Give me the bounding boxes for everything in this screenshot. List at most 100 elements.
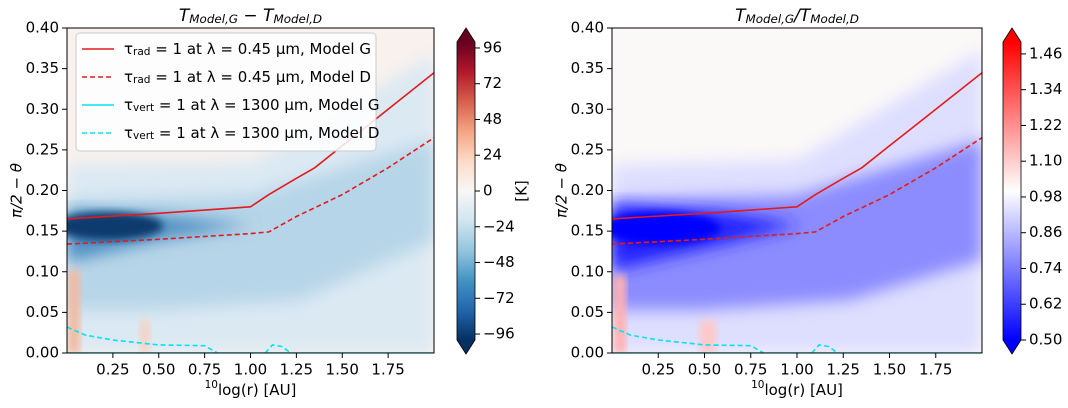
colorbar — [457, 42, 475, 340]
legend-label-part: = 1 at λ = 0.45 μm, Model D — [150, 68, 370, 86]
legend-label-part: τ — [124, 96, 133, 114]
x-tick-label: 0.25 — [96, 361, 129, 379]
chart-title-part: Model,D — [273, 12, 322, 26]
chart-title-part: T — [179, 6, 191, 26]
colorbar-tick-label: 0 — [483, 182, 493, 200]
chart-title-part: − T — [238, 6, 275, 26]
colorbar-extend — [457, 28, 475, 42]
legend-box — [75, 32, 377, 152]
x-tick-label: 0.75 — [188, 361, 221, 379]
legend-label: τrad = 1 at λ = 0.45 μm, Model G — [124, 40, 371, 58]
colorbar-frame — [1002, 27, 1022, 355]
colorbar-tick-label: 0.86 — [1029, 223, 1062, 241]
series-line — [612, 326, 839, 353]
x-axis-label-part: log(r) [AU] — [764, 381, 842, 399]
chart-title-part: T — [735, 6, 747, 26]
colorbar-tick-label: −96 — [483, 325, 515, 343]
legend-label: τrad = 1 at λ = 0.45 μm, Model D — [124, 68, 371, 86]
series-line — [67, 137, 434, 245]
y-tick-label: 0.05 — [571, 303, 604, 321]
legend-label: τvert = 1 at λ = 1300 μm, Model G — [124, 96, 379, 114]
chart-title-part: Model,G — [745, 12, 794, 26]
colorbar-tick-label: 0.62 — [1029, 295, 1062, 313]
x-tick-label: 0.25 — [642, 361, 675, 379]
contour-field — [612, 28, 982, 353]
legend-label-part: rad — [133, 74, 150, 86]
colorbar-tick-label: 96 — [483, 38, 502, 56]
y-tick-label: 0.00 — [571, 344, 604, 362]
colorbar-tick-label: 1.10 — [1029, 152, 1062, 170]
x-axis-label-part: 10 — [751, 379, 764, 391]
colorbar-tick-label: −48 — [483, 253, 515, 271]
colorbar-tick-label: 1.22 — [1029, 116, 1062, 134]
y-tick-label: 0.20 — [571, 181, 604, 199]
y-tick-label: 0.20 — [26, 181, 59, 199]
x-tick-label: 1.25 — [280, 361, 313, 379]
y-tick-label: 0.40 — [571, 19, 604, 37]
x-tick-label: 0.75 — [734, 361, 767, 379]
legend-label-part: τ — [124, 40, 133, 58]
y-axis-label: π/2 − θ — [8, 163, 26, 218]
y-axis-label: π/2 − θ — [553, 163, 571, 218]
legend-label-part: τ — [124, 124, 133, 142]
y-tick-label: 0.10 — [26, 262, 59, 280]
colorbar-tick-label: 0.74 — [1029, 259, 1062, 277]
x-tick-label: 1.50 — [873, 361, 906, 379]
legend-label-part: vert — [133, 130, 154, 142]
colorbar-frame — [456, 27, 476, 355]
y-tick-label: 0.35 — [26, 59, 59, 77]
colorbar-tick-label: −24 — [483, 217, 515, 235]
y-tick-label: 0.10 — [571, 262, 604, 280]
y-tick-label: 0.35 — [571, 59, 604, 77]
colorbar-tick-label: 72 — [483, 74, 502, 92]
series-line — [67, 326, 292, 353]
x-axis-label-part: 10 — [205, 379, 218, 391]
y-tick-label: 0.30 — [26, 100, 59, 118]
colorbar-extend — [457, 340, 475, 354]
chart-title: TModel,G/TModel,D — [735, 6, 859, 26]
colorbar-tick-label: 48 — [483, 110, 502, 128]
legend-label: τvert = 1 at λ = 1300 μm, Model D — [124, 124, 379, 142]
legend-label-part: = 1 at λ = 1300 μm, Model D — [154, 124, 379, 142]
chart-title-part: /T — [792, 6, 812, 26]
colorbar-extend — [1003, 340, 1021, 354]
x-tick-label: 1.50 — [326, 361, 359, 379]
chart-title-part: Model,D — [810, 12, 859, 26]
x-tick-label: 1.00 — [234, 361, 267, 379]
y-tick-label: 0.40 — [26, 19, 59, 37]
colorbar-tick-label: 0.98 — [1029, 187, 1062, 205]
x-axis-label: 10log(r) [AU] — [751, 379, 843, 398]
colorbar-label: [K] — [513, 180, 531, 202]
y-tick-label: 0.00 — [26, 344, 59, 362]
legend-label-part: vert — [133, 102, 154, 114]
x-tick-label: 1.75 — [371, 361, 404, 379]
colorbar — [1003, 42, 1021, 340]
legend-label-part: τ — [124, 68, 133, 86]
colorbar-tick-label: 24 — [483, 146, 502, 164]
colorbar-tick-label: 1.34 — [1029, 80, 1062, 98]
colorbar-tick-label: 1.46 — [1029, 44, 1062, 62]
legend-label-part: = 1 at λ = 1300 μm, Model G — [154, 96, 379, 114]
x-tick-label: 1.75 — [919, 361, 952, 379]
x-tick-label: 1.25 — [827, 361, 860, 379]
colorbar-tick-label: −72 — [483, 289, 515, 307]
chart-title-part: Model,G — [189, 12, 238, 26]
y-tick-label: 0.25 — [571, 140, 604, 158]
x-tick-label: 0.50 — [142, 361, 175, 379]
chart-title: TModel,G − TModel,D — [179, 6, 322, 26]
y-tick-label: 0.15 — [26, 222, 59, 240]
y-tick-label: 0.05 — [26, 303, 59, 321]
colorbar-extend — [1003, 28, 1021, 42]
series-line — [612, 137, 982, 245]
colorbar-tick-label: 0.50 — [1029, 331, 1062, 349]
series-line — [612, 72, 982, 220]
x-axis-label: 10log(r) [AU] — [205, 379, 297, 398]
y-tick-label: 0.25 — [26, 140, 59, 158]
x-tick-label: 0.50 — [688, 361, 721, 379]
x-tick-label: 1.00 — [780, 361, 813, 379]
legend-label-part: rad — [133, 46, 150, 58]
y-tick-label: 0.30 — [571, 100, 604, 118]
legend-label-part: = 1 at λ = 0.45 μm, Model G — [150, 40, 371, 58]
y-tick-label: 0.15 — [571, 222, 604, 240]
